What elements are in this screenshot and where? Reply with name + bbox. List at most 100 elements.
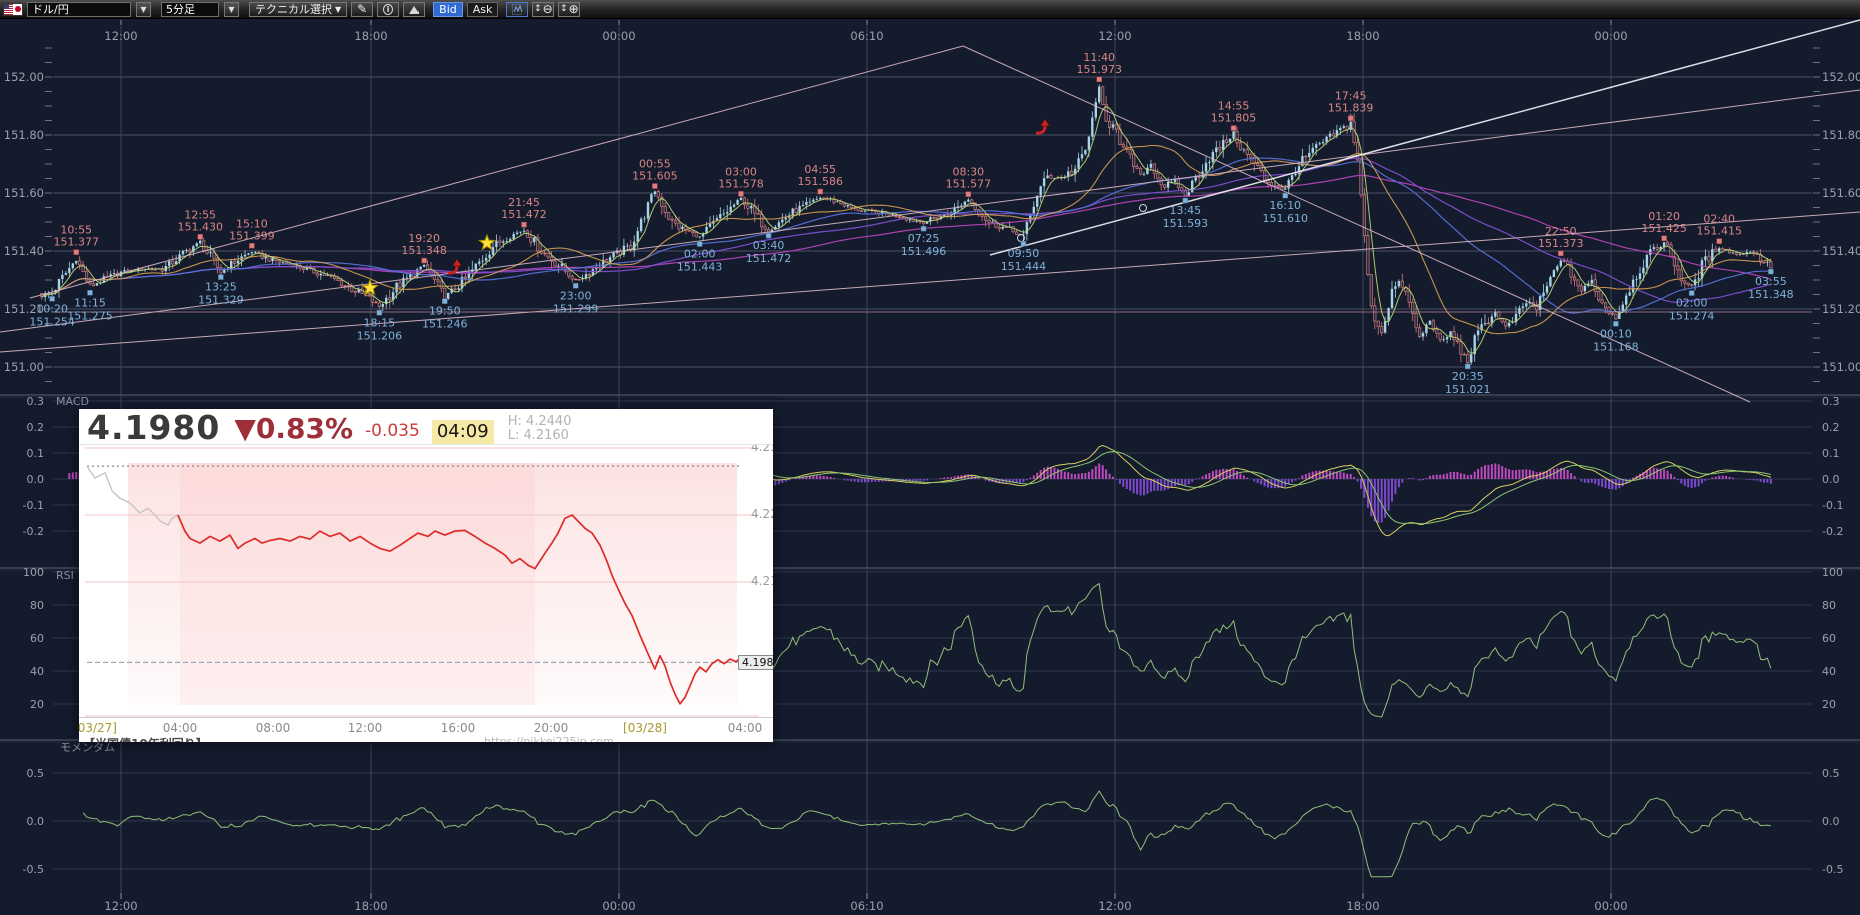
yield-low-label: L: 4.2160 — [507, 428, 569, 443]
svg-text:151.839: 151.839 — [1328, 102, 1374, 115]
svg-text:152.00: 152.00 — [1822, 70, 1860, 84]
svg-text:08:30: 08:30 — [952, 166, 984, 179]
svg-text:13:25: 13:25 — [205, 281, 237, 294]
info-button[interactable]: i — [377, 1, 400, 17]
svg-text:15:10: 15:10 — [236, 217, 268, 230]
svg-text:151.40: 151.40 — [4, 244, 44, 258]
svg-text:12:00: 12:00 — [104, 29, 137, 43]
svg-text:151.444: 151.444 — [1001, 260, 1047, 273]
svg-text:151.20: 151.20 — [1822, 302, 1860, 316]
svg-text:02:40: 02:40 — [1703, 213, 1735, 226]
svg-text:151.60: 151.60 — [1822, 186, 1860, 200]
svg-text:20:35: 20:35 — [1452, 370, 1484, 383]
bid-button[interactable]: Bid — [433, 1, 463, 17]
svg-text:151.348: 151.348 — [1748, 288, 1794, 301]
zoom-in-icon: ⊕ — [568, 2, 579, 16]
svg-text:-0.1: -0.1 — [1822, 499, 1843, 512]
svg-text:11:15: 11:15 — [74, 296, 106, 309]
svg-text:20: 20 — [30, 698, 44, 711]
svg-text:151.373: 151.373 — [1538, 237, 1584, 250]
yield-timestamp-badge: 04:09 — [431, 420, 494, 444]
svg-text:151.425: 151.425 — [1641, 222, 1687, 235]
svg-text:12:00: 12:00 — [104, 899, 137, 913]
svg-text:0.3: 0.3 — [27, 395, 45, 408]
toolbar: ドル/円 ▼ 5分足 ▼ テクニカル選択 ▼ ✎ i Bid Ask ↕ — [0, 0, 1860, 19]
svg-text:100: 100 — [23, 566, 44, 579]
svg-text:151.577: 151.577 — [946, 178, 992, 191]
svg-text:0.0: 0.0 — [1822, 815, 1840, 828]
svg-text:19:50: 19:50 — [429, 305, 461, 318]
draw-tool-button[interactable]: ✎ — [351, 1, 374, 17]
us-flag-icon — [4, 3, 13, 15]
svg-text:-0.5: -0.5 — [23, 863, 44, 876]
svg-text:20: 20 — [1822, 698, 1836, 711]
svg-text:13:45: 13:45 — [1169, 204, 1201, 217]
svg-text:151.275: 151.275 — [67, 309, 113, 322]
svg-text:151.593: 151.593 — [1163, 217, 1209, 230]
zoom-in-button[interactable]: ↕ ⊕ — [558, 1, 581, 17]
technical-select-button[interactable]: テクニカル選択 ▼ — [249, 1, 348, 17]
svg-text:11:40: 11:40 — [1083, 51, 1115, 64]
yield-x-axis-label: 04:00 — [727, 721, 763, 735]
timeframe-dropdown-arrow[interactable]: ▼ — [224, 1, 239, 17]
zoom-out-button[interactable]: ↕ ⊖ — [532, 1, 555, 17]
svg-text:00:00: 00:00 — [602, 899, 635, 913]
svg-text:151.605: 151.605 — [632, 170, 678, 183]
currency-pair-dropdown-arrow[interactable]: ▼ — [136, 1, 151, 17]
svg-text:12:55: 12:55 — [184, 208, 216, 221]
svg-text:12:00: 12:00 — [1098, 29, 1131, 43]
svg-text:14:55: 14:55 — [1218, 100, 1250, 113]
svg-text:151.40: 151.40 — [1822, 244, 1860, 258]
svg-text:151.443: 151.443 — [677, 261, 723, 274]
svg-text:151.329: 151.329 — [198, 294, 244, 307]
svg-text:09:50: 09:50 — [1008, 247, 1040, 260]
svg-text:0.3: 0.3 — [1822, 395, 1840, 408]
svg-text:60: 60 — [30, 632, 44, 645]
yield-x-axis-label: 12:00 — [347, 721, 383, 735]
svg-text:151.586: 151.586 — [797, 175, 843, 188]
svg-text:06:10: 06:10 — [850, 29, 883, 43]
yield-header: 4.1980 ▼0.83% -0.035 04:09 H: 4.2440 L: … — [79, 409, 773, 445]
ask-button[interactable]: Ask — [466, 1, 499, 17]
yield-x-axis-label: [03/27] — [79, 721, 117, 735]
price-range-button[interactable] — [506, 1, 529, 17]
svg-text:60: 60 — [1822, 632, 1836, 645]
yield-watermark: https://nikkei225jp.com — [484, 735, 614, 742]
yield-x-axis-label: 16:00 — [440, 721, 476, 735]
svg-text:-0.1: -0.1 — [23, 499, 44, 512]
svg-text:0.1: 0.1 — [1822, 447, 1840, 460]
svg-text:151.60: 151.60 — [4, 186, 44, 200]
svg-text:151.299: 151.299 — [553, 302, 599, 315]
svg-text:01:20: 01:20 — [1648, 210, 1680, 223]
svg-text:MACD: MACD — [56, 395, 89, 408]
timeframe-select[interactable]: 5分足 — [161, 1, 219, 17]
svg-text:151.496: 151.496 — [901, 245, 947, 258]
currency-pair-select[interactable]: ドル/円 — [27, 1, 131, 17]
yield-last-price: 4.1980 — [87, 409, 221, 447]
svg-text:0.2: 0.2 — [27, 421, 45, 434]
svg-text:10:55: 10:55 — [60, 224, 92, 237]
chart-style-button[interactable] — [403, 1, 426, 17]
svg-text:151.00: 151.00 — [4, 360, 44, 374]
svg-text:40: 40 — [30, 665, 44, 678]
svg-text:151.805: 151.805 — [1211, 112, 1257, 125]
svg-text:151.348: 151.348 — [401, 244, 447, 257]
svg-text:00:00: 00:00 — [602, 29, 635, 43]
svg-text:0.0: 0.0 — [27, 473, 45, 486]
svg-text:00:55: 00:55 — [639, 158, 671, 171]
svg-text:18:00: 18:00 — [354, 899, 387, 913]
chart-canvas[interactable]: 10:55 151.377 12:55 151.430 15:10 151.399 19:2… — [0, 19, 1860, 915]
svg-text:18:00: 18:00 — [1346, 29, 1379, 43]
svg-text:18:00: 18:00 — [1346, 899, 1379, 913]
svg-text:00:00: 00:00 — [1594, 29, 1627, 43]
yield-x-axis: 【米国債10年利回り】 https://nikkei225jp.com [03/… — [79, 717, 773, 742]
svg-text:04:55: 04:55 — [804, 163, 836, 176]
svg-text:22:50: 22:50 — [1545, 225, 1577, 238]
yield-high-low: H: 4.2440 L: 4.2160 — [508, 415, 572, 444]
svg-text:151.246: 151.246 — [422, 318, 468, 331]
info-icon: i — [383, 3, 394, 15]
pencil-icon: ✎ — [357, 2, 368, 16]
svg-text:151.430: 151.430 — [177, 220, 223, 233]
yield-overlay-window[interactable]: 4.1980 ▼0.83% -0.035 04:09 H: 4.2440 L: … — [79, 409, 773, 742]
